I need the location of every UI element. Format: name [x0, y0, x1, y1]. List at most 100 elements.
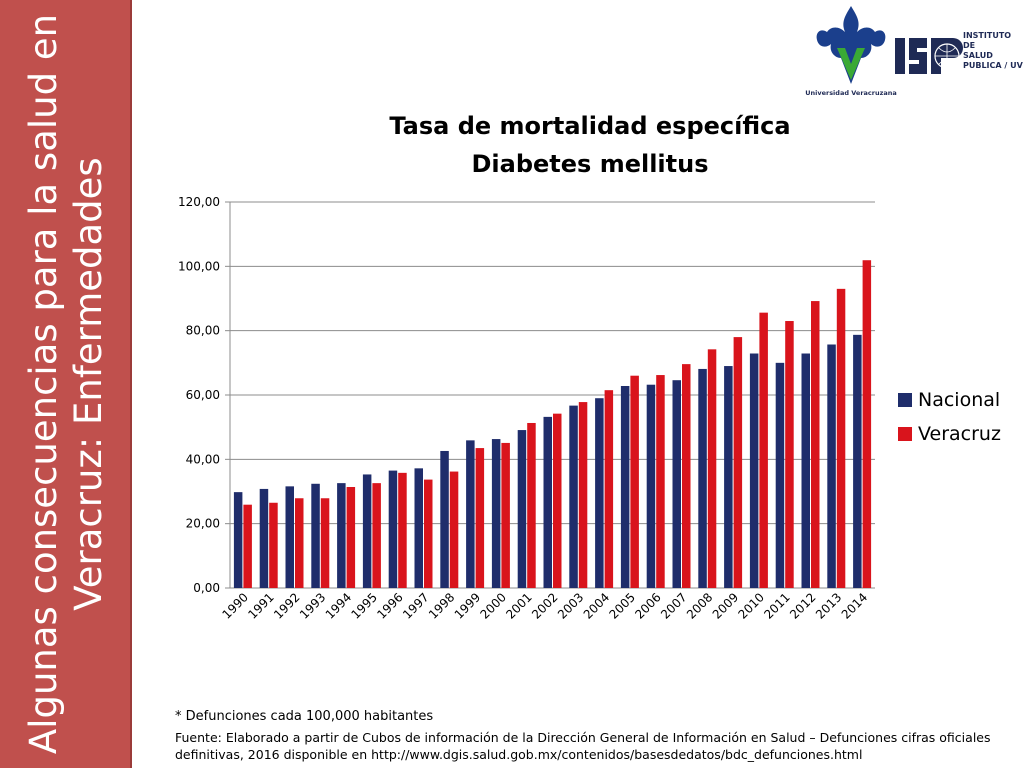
legend-swatch-nacional	[898, 393, 912, 407]
x-tick-label: 1992	[271, 590, 302, 621]
y-tick-label: 100,00	[178, 259, 220, 273]
footnote: * Defunciones cada 100,000 habitantes	[175, 709, 434, 724]
x-tick-label: 2014	[839, 590, 870, 621]
x-tick-label: 2004	[581, 590, 612, 621]
x-tick-label: 2010	[736, 590, 767, 621]
bar-veracruz	[295, 498, 304, 588]
bar-nacional	[233, 492, 243, 588]
isp-line: SALUD	[963, 51, 993, 60]
bar-veracruz	[553, 413, 562, 588]
bar-nacional	[517, 430, 527, 588]
bar-nacional	[698, 368, 707, 588]
bar-nacional	[853, 334, 862, 588]
legend-label-veracruz: Veracruz	[918, 423, 1001, 445]
y-tick-label: 0,00	[193, 581, 220, 595]
sidebar-panel: Algunas consecuencias para la salud en V…	[0, 0, 132, 768]
isp-line: PUBLICA / UV	[963, 61, 1023, 70]
x-tick-label: 2003	[555, 590, 586, 621]
bar-veracruz	[862, 260, 872, 588]
bar-veracruz	[346, 486, 356, 588]
x-tick-label: 1991	[245, 590, 276, 621]
bar-veracruz	[656, 375, 665, 588]
bar-nacional	[388, 470, 398, 588]
bar-nacional	[491, 439, 501, 588]
bar-veracruz	[398, 472, 407, 588]
bar-nacional	[362, 474, 372, 588]
bar-veracruz	[604, 390, 614, 588]
isp-line: DE	[963, 41, 976, 50]
bar-veracruz	[707, 349, 717, 588]
slide-title-line-2: Veracruz: Enfermedades	[67, 157, 110, 611]
bar-veracruz	[733, 337, 743, 588]
y-tick-label: 120,00	[178, 195, 220, 209]
x-tick-label: 1990	[220, 590, 251, 621]
bar-veracruz	[527, 422, 536, 588]
bar-veracruz	[578, 402, 588, 588]
bar-veracruz	[811, 301, 820, 588]
bar-nacional	[569, 405, 578, 588]
x-tick-label: 1997	[400, 590, 431, 621]
bar-veracruz	[630, 375, 639, 588]
chart-title-line-2: Diabetes mellitus	[471, 150, 709, 178]
chart-title: Tasa de mortalidad específica Diabetes m…	[370, 107, 810, 183]
bar-nacional	[337, 483, 346, 588]
x-tick-label: 1998	[426, 590, 457, 621]
x-tick-label: 2007	[658, 590, 689, 621]
bar-nacional	[749, 353, 759, 588]
universidad-veracruzana-logo	[816, 6, 886, 84]
bar-veracruz	[759, 312, 768, 588]
bar-nacional	[414, 468, 423, 588]
bar-veracruz	[424, 479, 433, 588]
bar-nacional	[259, 488, 269, 588]
x-tick-label: 1994	[323, 590, 354, 621]
x-tick-label: 2008	[684, 590, 715, 621]
bar-nacional	[440, 450, 449, 588]
bar-nacional	[646, 384, 656, 588]
bar-nacional	[672, 380, 681, 588]
legend-item-veracruz: Veracruz	[898, 417, 1018, 451]
x-tick-label: 1995	[349, 590, 380, 621]
source-citation: Fuente: Elaborado a partir de Cubos de i…	[175, 730, 991, 762]
uv-logo-caption: Universidad Veracruzana	[805, 89, 897, 97]
x-tick-label: 2005	[607, 590, 638, 621]
chart-title-line-1: Tasa de mortalidad específica	[389, 112, 791, 140]
bar-veracruz	[682, 364, 691, 588]
legend-label-nacional: Nacional	[918, 389, 1001, 411]
bar-nacional	[801, 353, 810, 588]
bar-veracruz	[475, 448, 485, 588]
isp-logo-text: INSTITUTO DE SALUD PUBLICA / UV	[963, 31, 1023, 71]
x-tick-label: 2000	[478, 590, 509, 621]
bar-veracruz	[785, 321, 794, 588]
isp-line: INSTITUTO	[963, 31, 1012, 40]
slide-title-line-1: Algunas consecuencias para la salud en	[22, 13, 65, 755]
slide-title: Algunas consecuencias para la salud en V…	[21, 4, 111, 764]
x-tick-label: 2002	[529, 590, 560, 621]
y-tick-label: 20,00	[186, 517, 220, 531]
bar-veracruz	[320, 498, 330, 588]
bar-nacional	[775, 362, 785, 588]
bar-nacional	[285, 486, 294, 588]
bar-nacional	[543, 416, 552, 588]
bar-veracruz	[269, 502, 278, 588]
y-tick-label: 80,00	[186, 324, 220, 338]
x-tick-label: 1996	[374, 590, 405, 621]
x-tick-label: 2009	[710, 590, 741, 621]
x-tick-label: 1993	[297, 590, 328, 621]
bar-veracruz	[243, 504, 252, 588]
bar-veracruz	[836, 288, 846, 588]
y-tick-label: 60,00	[186, 388, 220, 402]
legend-swatch-veracruz	[898, 427, 912, 441]
x-tick-label: 2001	[503, 590, 534, 621]
y-tick-label: 40,00	[186, 452, 220, 466]
instituto-salud-publica-logo	[895, 38, 963, 74]
bar-nacional	[466, 440, 475, 588]
bar-nacional	[595, 398, 604, 588]
bar-chart: 0,00 20,00 40,00 60,00 80,00 100,00 120,00 1990…	[178, 195, 875, 622]
x-tick-label: 2011	[761, 590, 792, 621]
bar-nacional	[724, 366, 733, 588]
x-tick-label: 2012	[787, 590, 818, 621]
x-tick-label: 2013	[813, 590, 844, 621]
bar-veracruz	[449, 471, 459, 588]
x-tick-label: 2006	[632, 590, 663, 621]
bar-veracruz	[372, 483, 381, 588]
